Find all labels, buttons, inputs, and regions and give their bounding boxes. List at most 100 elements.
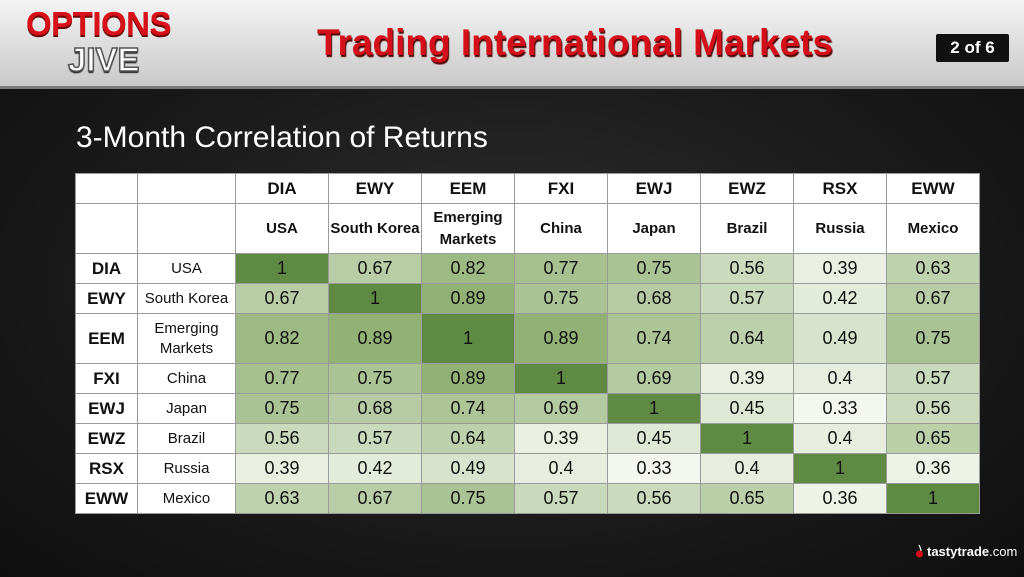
row-name-eem: Emerging Markets — [137, 313, 236, 364]
correlation-cell-dia-eww: 0.63 — [886, 253, 980, 284]
correlation-cell-ewz-ewz: 1 — [700, 423, 794, 454]
correlation-cell-ewy-eww: 0.67 — [886, 283, 980, 314]
correlation-cell-rsx-eww: 0.36 — [886, 453, 980, 484]
correlation-cell-fxi-dia: 0.77 — [235, 363, 329, 394]
corner-cell-3 — [75, 203, 138, 254]
correlation-cell-rsx-ewy: 0.42 — [328, 453, 422, 484]
row-ticker-dia: DIA — [75, 253, 138, 284]
row-name-eww: Mexico — [137, 483, 236, 514]
corner-cell-1 — [75, 173, 138, 204]
correlation-cell-ewz-dia: 0.56 — [235, 423, 329, 454]
correlation-cell-ewz-fxi: 0.39 — [514, 423, 608, 454]
correlation-cell-eww-rsx: 0.36 — [793, 483, 887, 514]
correlation-cell-ewy-eem: 0.89 — [421, 283, 515, 314]
slide-header — [0, 0, 1024, 86]
row-name-ewz: Brazil — [137, 423, 236, 454]
table-row-eww: EWW Mexico 0.63 0.67 0.75 0.57 0.56 0.65 0.36 1 — [75, 483, 980, 514]
row-name-ewj: Japan — [137, 393, 236, 424]
correlation-cell-eww-eww: 1 — [886, 483, 980, 514]
row-ticker-ewz: EWZ — [75, 423, 138, 454]
correlation-cell-eem-ewj: 0.74 — [607, 313, 701, 364]
correlation-cell-eww-fxi: 0.57 — [514, 483, 608, 514]
row-ticker-eem: EEM — [75, 313, 138, 364]
correlation-cell-fxi-ewj: 0.69 — [607, 363, 701, 394]
table-row-ewj: EWJ Japan 0.75 0.68 0.74 0.69 1 0.45 0.33 0.56 — [75, 393, 980, 424]
correlation-cell-ewj-ewz: 0.45 — [700, 393, 794, 424]
correlation-cell-fxi-ewz: 0.39 — [700, 363, 794, 394]
slide-title: Trading International Markets — [316, 22, 834, 63]
footer-brand: tastytrade — [927, 543, 990, 559]
correlation-cell-dia-ewj: 0.75 — [607, 253, 701, 284]
logo-line-2: JIVE — [67, 41, 140, 79]
row-ticker-ewj: EWJ — [75, 393, 138, 424]
correlation-cell-eem-ewy: 0.89 — [328, 313, 422, 364]
row-name-fxi: China — [137, 363, 236, 394]
column-ticker-ewz: EWZ — [700, 173, 794, 204]
table-row-rsx: RSX Russia 0.39 0.42 0.49 0.4 0.33 0.4 1 0.36 — [75, 453, 980, 484]
correlation-table: DIA EWY EEM FXI EWJ EWZ RSX EWW USA South Korea E… — [75, 173, 980, 514]
correlation-cell-eem-eem: 1 — [421, 313, 515, 364]
column-ticker-fxi: FXI — [514, 173, 608, 204]
correlation-cell-ewy-rsx: 0.42 — [793, 283, 887, 314]
correlation-cell-rsx-dia: 0.39 — [235, 453, 329, 484]
correlation-cell-rsx-ewj: 0.33 — [607, 453, 701, 484]
correlation-cell-ewz-eem: 0.64 — [421, 423, 515, 454]
table-row-ewy: EWY South Korea 0.67 1 0.89 0.75 0.68 0.57 0.42 0… — [75, 283, 980, 314]
cherry-icon — [916, 544, 923, 558]
correlation-cell-fxi-fxi: 1 — [514, 363, 608, 394]
correlation-cell-ewj-fxi: 0.69 — [514, 393, 608, 424]
column-name-ewj: Japan — [607, 203, 701, 254]
row-ticker-fxi: FXI — [75, 363, 138, 394]
correlation-cell-ewj-ewy: 0.68 — [328, 393, 422, 424]
row-name-dia: USA — [137, 253, 236, 284]
options-jive-logo: OPTIONS JIVE — [26, 6, 196, 80]
correlation-cell-dia-ewz: 0.56 — [700, 253, 794, 284]
table-row-eem: EEM Emerging Markets 0.82 0.89 1 0.89 0.74 0.64… — [75, 313, 980, 364]
correlation-cell-ewj-eww: 0.56 — [886, 393, 980, 424]
correlation-cell-ewj-ewj: 1 — [607, 393, 701, 424]
column-name-eww: Mexico — [886, 203, 980, 254]
correlation-cell-ewy-ewy: 1 — [328, 283, 422, 314]
corner-cell-4 — [137, 203, 236, 254]
header-ticker-row: DIA EWY EEM FXI EWJ EWZ RSX EWW — [75, 173, 980, 204]
logo-line-1: OPTIONS — [26, 5, 172, 42]
header-name-row: USA South Korea Emerging Markets China Japan… — [75, 203, 980, 254]
chart-subtitle: 3-Month Correlation of Returns — [76, 121, 488, 154]
correlation-cell-eem-rsx: 0.49 — [793, 313, 887, 364]
correlation-cell-dia-dia: 1 — [235, 253, 329, 284]
correlation-cell-eem-dia: 0.82 — [235, 313, 329, 364]
correlation-cell-eem-ewz: 0.64 — [700, 313, 794, 364]
footer-brand-suffix: .com — [989, 543, 1018, 559]
column-name-fxi: China — [514, 203, 608, 254]
column-name-dia: USA — [235, 203, 329, 254]
correlation-cell-eww-ewj: 0.56 — [607, 483, 701, 514]
correlation-table-container: DIA EWY EEM FXI EWJ EWZ RSX EWW USA South Korea E… — [75, 173, 980, 514]
correlation-table-body: DIA USA 1 0.67 0.82 0.77 0.75 0.56 0.39 0.63 EWY So… — [75, 253, 980, 514]
correlation-cell-ewz-rsx: 0.4 — [793, 423, 887, 454]
correlation-cell-ewy-ewz: 0.57 — [700, 283, 794, 314]
correlation-cell-eem-eww: 0.75 — [886, 313, 980, 364]
table-row-fxi: FXI China 0.77 0.75 0.89 1 0.69 0.39 0.4 0.57 — [75, 363, 980, 394]
row-ticker-eww: EWW — [75, 483, 138, 514]
correlation-cell-ewy-ewj: 0.68 — [607, 283, 701, 314]
table-row-ewz: EWZ Brazil 0.56 0.57 0.64 0.39 0.45 1 0.4 0.65 — [75, 423, 980, 454]
correlation-cell-dia-eem: 0.82 — [421, 253, 515, 284]
slide-counter: 2 of 6 — [936, 34, 1009, 62]
corner-cell-2 — [137, 173, 236, 204]
correlation-cell-ewj-dia: 0.75 — [235, 393, 329, 424]
column-name-rsx: Russia — [793, 203, 887, 254]
column-name-eem: Emerging Markets — [421, 203, 515, 254]
column-ticker-rsx: RSX — [793, 173, 887, 204]
tastytrade-logo: tastytrade .com — [914, 541, 1017, 561]
correlation-cell-eww-ewz: 0.65 — [700, 483, 794, 514]
row-ticker-rsx: RSX — [75, 453, 138, 484]
correlation-cell-fxi-ewy: 0.75 — [328, 363, 422, 394]
correlation-cell-fxi-eem: 0.89 — [421, 363, 515, 394]
correlation-cell-ewz-ewy: 0.57 — [328, 423, 422, 454]
correlation-cell-eww-ewy: 0.67 — [328, 483, 422, 514]
correlation-cell-dia-rsx: 0.39 — [793, 253, 887, 284]
column-name-ewy: South Korea — [328, 203, 422, 254]
column-ticker-ewy: EWY — [328, 173, 422, 204]
correlation-cell-fxi-rsx: 0.4 — [793, 363, 887, 394]
correlation-cell-eem-fxi: 0.89 — [514, 313, 608, 364]
